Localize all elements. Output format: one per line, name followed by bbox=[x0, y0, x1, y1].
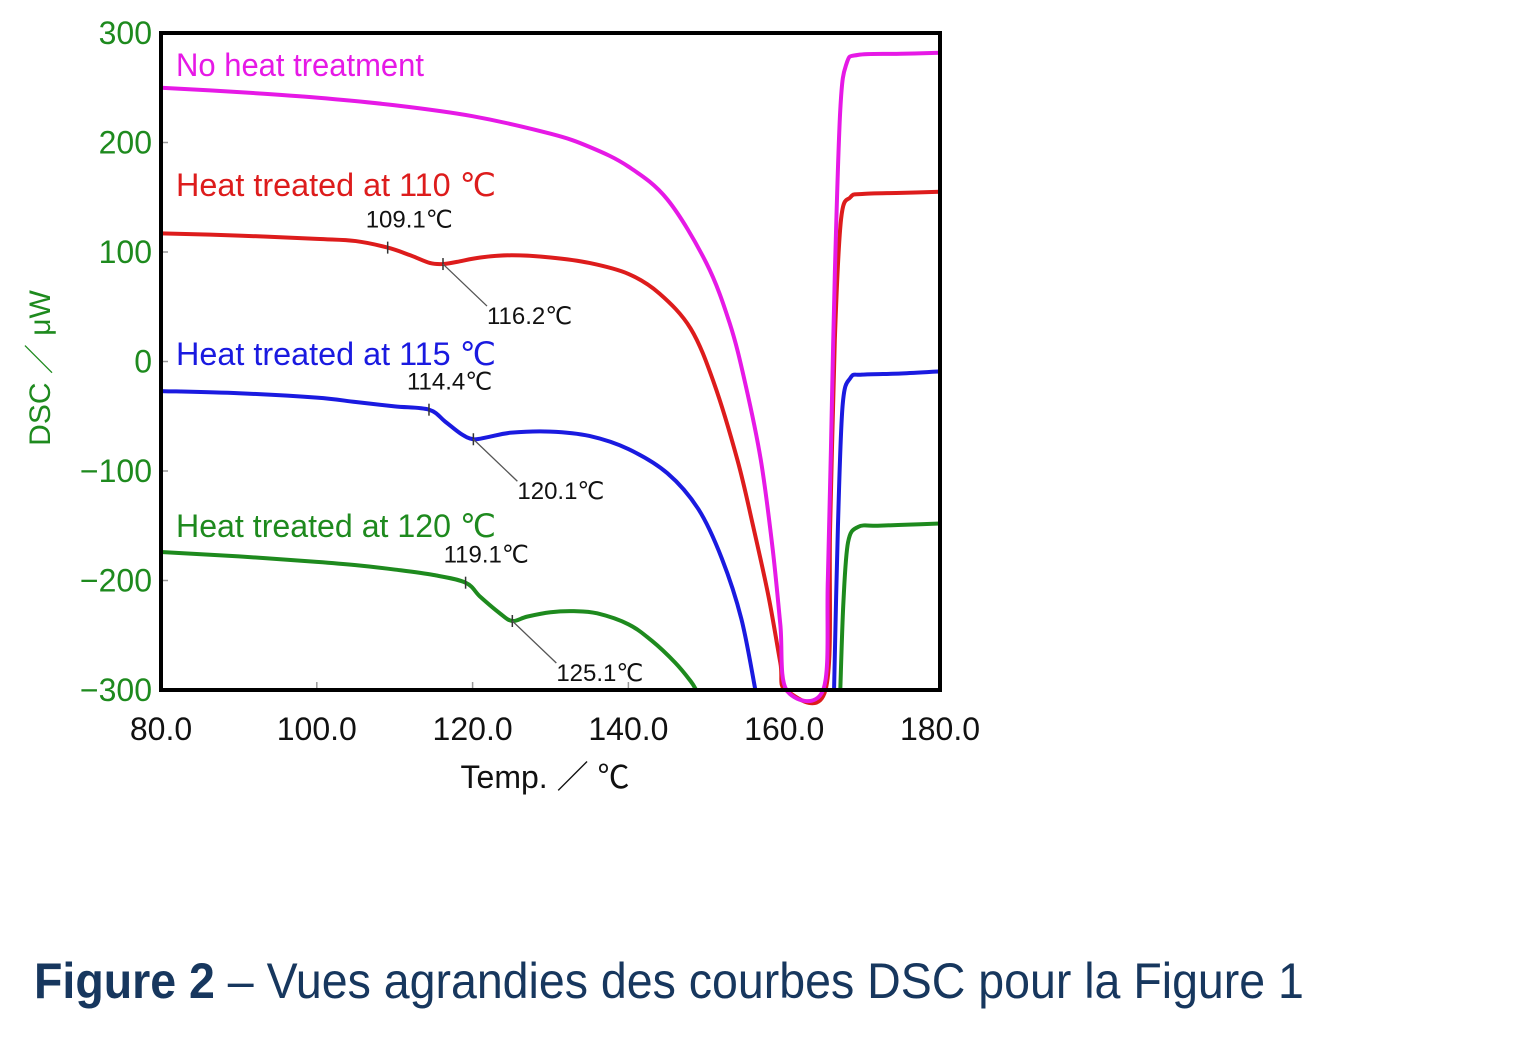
y-tick-label: 100 bbox=[99, 234, 152, 270]
y-tick-label: −100 bbox=[80, 453, 152, 489]
y-tick-label: −200 bbox=[80, 563, 152, 599]
x-tick-labels: 80.0 100.0 120.0 140.0 160.0 180.0 bbox=[130, 682, 980, 747]
dsc-chart: DSC ／ μW 300 200 100 0 −100 −200 −300 80.0 100.… bbox=[24, 15, 980, 795]
annotation-label: 120.1℃ bbox=[517, 478, 604, 505]
legend-heat-120: Heat treated at 120 ℃ bbox=[176, 508, 496, 544]
series-curve bbox=[160, 189, 941, 706]
y-tick-label: 0 bbox=[134, 344, 152, 380]
x-tick-label: 180.0 bbox=[900, 711, 980, 747]
annotation-label: 119.1℃ bbox=[444, 542, 529, 569]
dsc-curves bbox=[160, 50, 941, 706]
legend-heat-110: Heat treated at 110 ℃ bbox=[176, 167, 496, 203]
y-tick-label: −300 bbox=[80, 672, 152, 708]
legend-heat-115: Heat treated at 115 ℃ bbox=[176, 336, 496, 372]
series-curve bbox=[160, 50, 941, 703]
plot-frame bbox=[159, 31, 942, 692]
x-tick-label: 80.0 bbox=[130, 711, 192, 747]
x-tick-label: 120.0 bbox=[433, 711, 513, 747]
annotation-label: 109.1℃ bbox=[366, 207, 453, 234]
annotation-label: 114.4℃ bbox=[407, 369, 492, 396]
y-tick-label: 300 bbox=[99, 15, 152, 51]
series-curve-after-melt bbox=[838, 521, 941, 691]
x-tick-label: 140.0 bbox=[588, 711, 668, 747]
x-axis-label: Temp. ／ ℃ bbox=[461, 759, 630, 795]
annotation-leader bbox=[442, 263, 488, 307]
y-tick-label: 200 bbox=[99, 125, 152, 161]
annotation-label: 125.1℃ bbox=[556, 660, 643, 687]
figure-caption: Figure 2 – Vues agrandies des courbes DS… bbox=[34, 952, 1304, 1010]
x-tick-label: 100.0 bbox=[277, 711, 357, 747]
x-tick-label: 160.0 bbox=[744, 711, 824, 747]
y-axis-label: DSC ／ μW bbox=[24, 290, 57, 446]
peak-annotations: 109.1℃ 116.2℃ 114.4℃ 120.1℃ 119.1℃ 125.1℃ bbox=[366, 207, 644, 687]
y-tick-labels: 300 200 100 0 −100 −200 −300 bbox=[80, 15, 168, 708]
series-curve bbox=[160, 389, 758, 691]
annotation-leader bbox=[511, 620, 557, 664]
annotation-leader bbox=[472, 438, 518, 482]
legend-no-heat-treatment: No heat treatment bbox=[176, 47, 424, 83]
series-curve-after-melt bbox=[832, 369, 941, 691]
figure-caption-text: – Vues agrandies des courbes DSC pour la… bbox=[214, 953, 1304, 1009]
figure-number: Figure 2 bbox=[34, 953, 215, 1009]
annotation-label: 116.2℃ bbox=[487, 303, 572, 330]
